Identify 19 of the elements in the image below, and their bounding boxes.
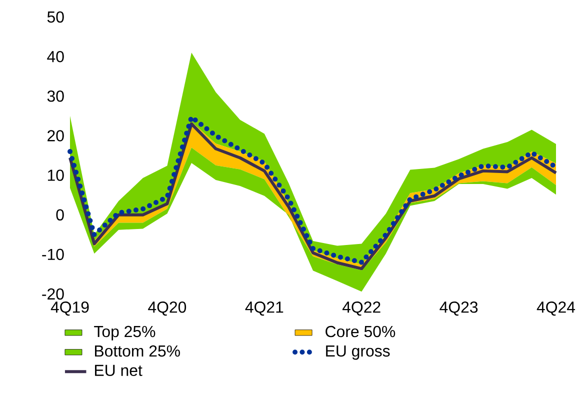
- x-tick-label: 4Q21: [245, 302, 284, 316]
- y-tick-label: 40: [47, 50, 64, 62]
- legend-label: Core 50%: [326, 326, 396, 338]
- y-tick-label: 10: [48, 170, 64, 181]
- legend-label: EU gross: [326, 345, 390, 360]
- y-tick-label: 20: [48, 130, 64, 142]
- x-tick-label: 4Q20: [148, 302, 186, 316]
- y-tick-label: -20: [42, 288, 64, 300]
- x-tick-label: 4Q23: [440, 302, 478, 316]
- legend-label: EU net: [95, 364, 142, 376]
- x-tick-label: 4Q19: [50, 302, 89, 316]
- legend-label: Top 25%: [94, 326, 156, 340]
- y-tick-label: 50: [47, 11, 64, 23]
- x-tick-label: 4Q22: [342, 302, 380, 316]
- y-tick-label: -10: [42, 248, 64, 260]
- y-tick-label: 30: [47, 90, 64, 102]
- x-tick-label: 4Q24: [536, 302, 576, 316]
- y-tick-label: 0: [56, 209, 64, 221]
- legend-label: Bottom 25%: [95, 345, 180, 357]
